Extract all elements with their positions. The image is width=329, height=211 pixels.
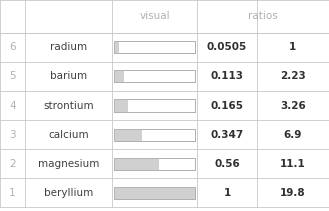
Text: barium: barium	[50, 71, 87, 81]
Bar	[114, 70, 195, 83]
Bar	[114, 99, 195, 112]
Bar	[114, 158, 195, 170]
Bar	[114, 187, 195, 199]
Text: 0.347: 0.347	[210, 130, 244, 140]
Text: magnesium: magnesium	[38, 159, 99, 169]
Text: 0.0505: 0.0505	[207, 42, 247, 52]
Bar	[114, 158, 160, 170]
Bar	[114, 99, 128, 112]
Text: 2: 2	[9, 159, 16, 169]
Bar	[114, 70, 124, 83]
Text: 0.56: 0.56	[214, 159, 240, 169]
Text: 1: 1	[9, 188, 16, 198]
Bar	[114, 41, 118, 53]
Text: visual: visual	[139, 11, 170, 21]
Bar	[114, 41, 195, 53]
Text: 19.8: 19.8	[280, 188, 306, 198]
Bar	[114, 41, 195, 53]
Text: 3.26: 3.26	[280, 100, 306, 111]
Text: 1: 1	[223, 188, 231, 198]
Bar	[114, 158, 195, 170]
Text: 3: 3	[9, 130, 16, 140]
Text: strontium: strontium	[43, 100, 93, 111]
Text: 6: 6	[9, 42, 16, 52]
Bar	[114, 187, 195, 199]
Bar	[114, 70, 195, 83]
Text: 1: 1	[289, 42, 296, 52]
Text: radium: radium	[50, 42, 87, 52]
Bar	[114, 187, 195, 199]
Text: 4: 4	[9, 100, 16, 111]
Text: 0.113: 0.113	[211, 71, 243, 81]
Text: 2.23: 2.23	[280, 71, 306, 81]
Text: ratios: ratios	[248, 11, 278, 21]
Bar	[114, 128, 195, 141]
Text: 5: 5	[9, 71, 16, 81]
Bar	[114, 128, 142, 141]
Text: calcium: calcium	[48, 130, 89, 140]
Text: 0.165: 0.165	[211, 100, 243, 111]
Bar	[114, 99, 195, 112]
Text: 11.1: 11.1	[280, 159, 306, 169]
Text: beryllium: beryllium	[44, 188, 93, 198]
Bar	[114, 128, 195, 141]
Text: 6.9: 6.9	[284, 130, 302, 140]
